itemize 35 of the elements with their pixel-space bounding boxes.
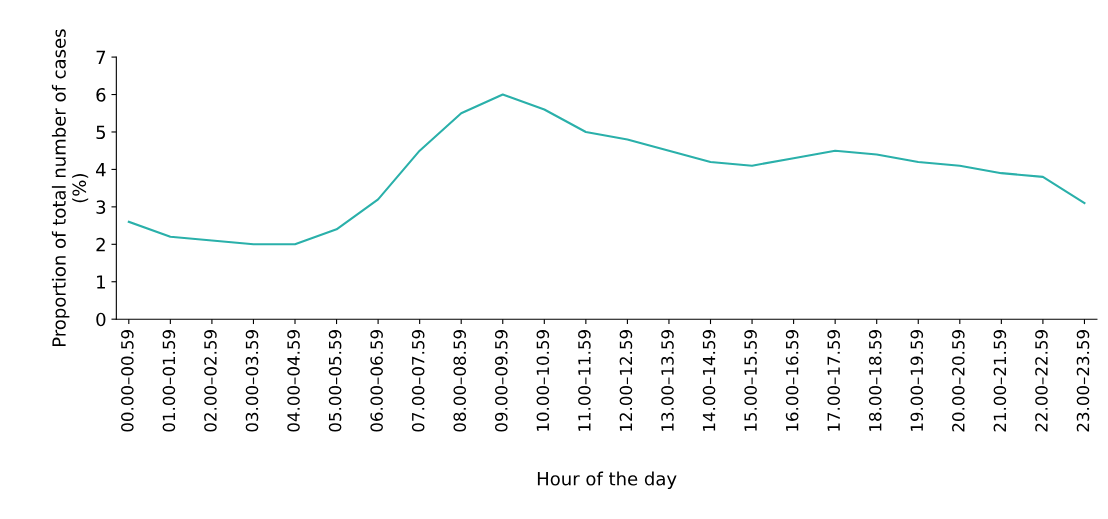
y-tick-label: 3 (96, 200, 106, 214)
x-tick-label: 13.00–13.59 (661, 330, 674, 431)
x-tick-label: 17.00–17.59 (827, 330, 840, 431)
x-tick-label: 01.00–01.59 (162, 330, 176, 432)
x-tick-label: 22.00–22.59 (1035, 330, 1048, 432)
x-tick-label: 02.00–02.59 (204, 330, 217, 432)
x-tick-label: 12.00–12.59 (619, 330, 633, 431)
x-tick-label: 06.00–06.59 (370, 330, 383, 432)
x-tick-label: 07.00–07.59 (411, 330, 425, 432)
x-tick-label: 18.00–18.59 (868, 330, 882, 431)
x-axis-title: Hour of the day (537, 471, 677, 490)
x-tick-label: 04.00–04.59 (287, 330, 300, 432)
x-tick-label: 16.00–16.59 (785, 330, 799, 431)
x-tick-label: 09.00–09.59 (494, 330, 508, 432)
x-tick-label: 15.00–15.59 (744, 330, 757, 431)
y-tick-label: 6 (96, 87, 106, 102)
x-tick-label: 08.00–08.59 (453, 330, 467, 432)
x-tick-label: 21.00–21.59 (993, 330, 1007, 432)
y-tick-label: 5 (96, 125, 106, 140)
x-tick-label: 10.00–10.59 (536, 330, 550, 431)
y-tick-label: 1 (97, 275, 105, 289)
x-tick-label: 05.00–05.59 (328, 330, 342, 432)
x-tick-label: 20.00–20.59 (952, 330, 965, 432)
line-series (127, 93, 1086, 246)
y-tick-label: 4 (96, 163, 106, 177)
x-tick-label: 11.00–11.59 (578, 330, 591, 431)
x-tick-label: 23.00–23.59 (1076, 330, 1090, 432)
y-tick-label: 0 (96, 312, 106, 327)
y-tick-label: 7 (96, 50, 106, 64)
x-tick-label: 14.00–14.59 (702, 330, 716, 431)
x-tick-label: 03.00–03.59 (245, 330, 259, 432)
x-tick-label: 19.00–19.59 (910, 330, 924, 431)
y-axis-title: Proportion of total number of cases (%) (51, 29, 89, 347)
x-tick-label: 00.00–00.59 (121, 330, 134, 432)
y-tick-label: 2 (96, 237, 105, 252)
